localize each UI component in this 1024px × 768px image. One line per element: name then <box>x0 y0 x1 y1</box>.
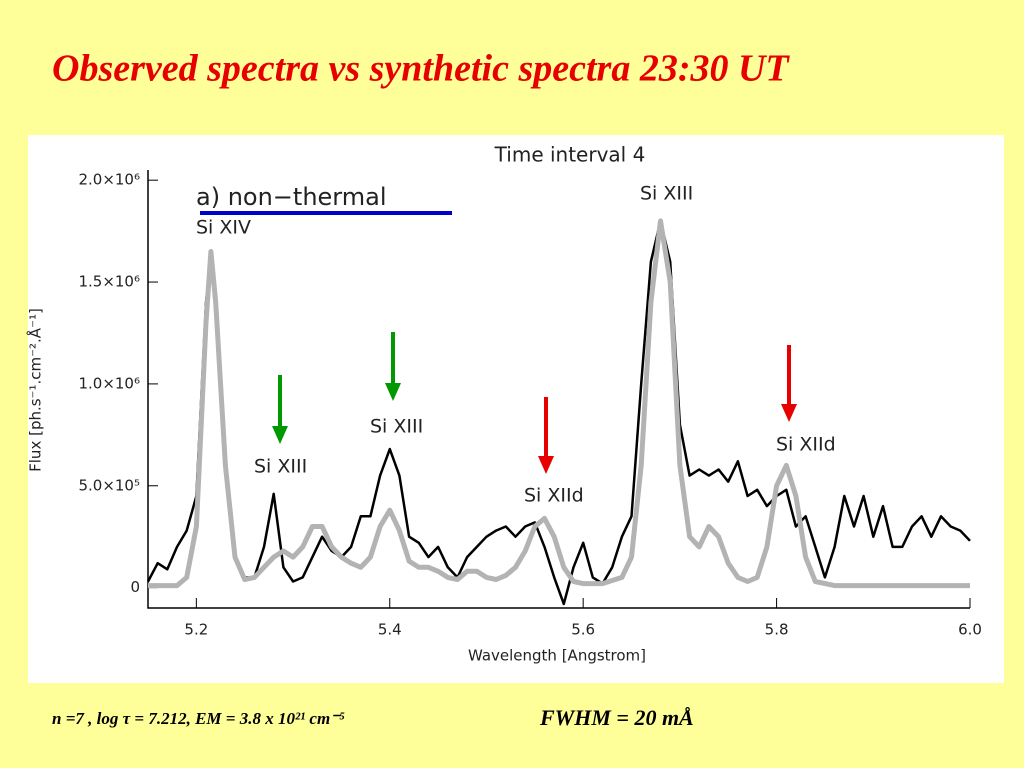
slide-title: Observed spectra vs synthetic spectra 23… <box>52 48 790 90</box>
arrow-head <box>385 383 401 401</box>
annotation: Si XIII <box>640 183 693 205</box>
y-axis-label: Flux [ph.s⁻¹.cm⁻².Å⁻¹] <box>26 308 45 472</box>
x-tick-label: 5.4 <box>378 621 402 639</box>
annotation: a) non−thermal <box>196 183 387 211</box>
series-line <box>146 219 971 606</box>
chart-title: Time interval 4 <box>494 143 646 167</box>
chart-panel <box>28 135 1004 683</box>
arrow-head <box>781 404 797 422</box>
annotation: Si XIId <box>776 434 836 456</box>
footnote: FWHM = 20 mÅ <box>539 705 694 730</box>
x-tick-label: 5.6 <box>571 621 595 639</box>
footnote: n =7 , log τ = 7.212, EM = 3.8 x 10²¹ cm… <box>52 709 345 728</box>
annotation: Si XIId <box>524 485 584 507</box>
x-tick-label: 6.0 <box>958 621 982 639</box>
x-tick-label: 5.8 <box>765 621 789 639</box>
y-tick-label: 0 <box>130 578 140 596</box>
annotation: Si XIII <box>254 456 307 478</box>
x-tick-label: 5.2 <box>184 621 208 639</box>
y-tick-label: 1.5×10⁶ <box>78 273 140 291</box>
arrow-head <box>538 456 554 474</box>
chart: Time interval 4 Wavelength [Angstrom] Fl… <box>26 143 982 665</box>
y-tick-label: 2.0×10⁶ <box>78 171 140 189</box>
series-line <box>148 218 970 589</box>
x-axis-label: Wavelength [Angstrom] <box>468 647 646 665</box>
arrows <box>272 332 797 474</box>
arrow-head <box>272 426 288 444</box>
y-tick-label: 1.0×10⁶ <box>78 374 140 392</box>
annotation: Si XIV <box>196 217 251 239</box>
axis <box>147 170 970 609</box>
annotation: Si XIII <box>370 416 423 438</box>
y-tick-label: 5.0×10⁵ <box>78 476 140 494</box>
